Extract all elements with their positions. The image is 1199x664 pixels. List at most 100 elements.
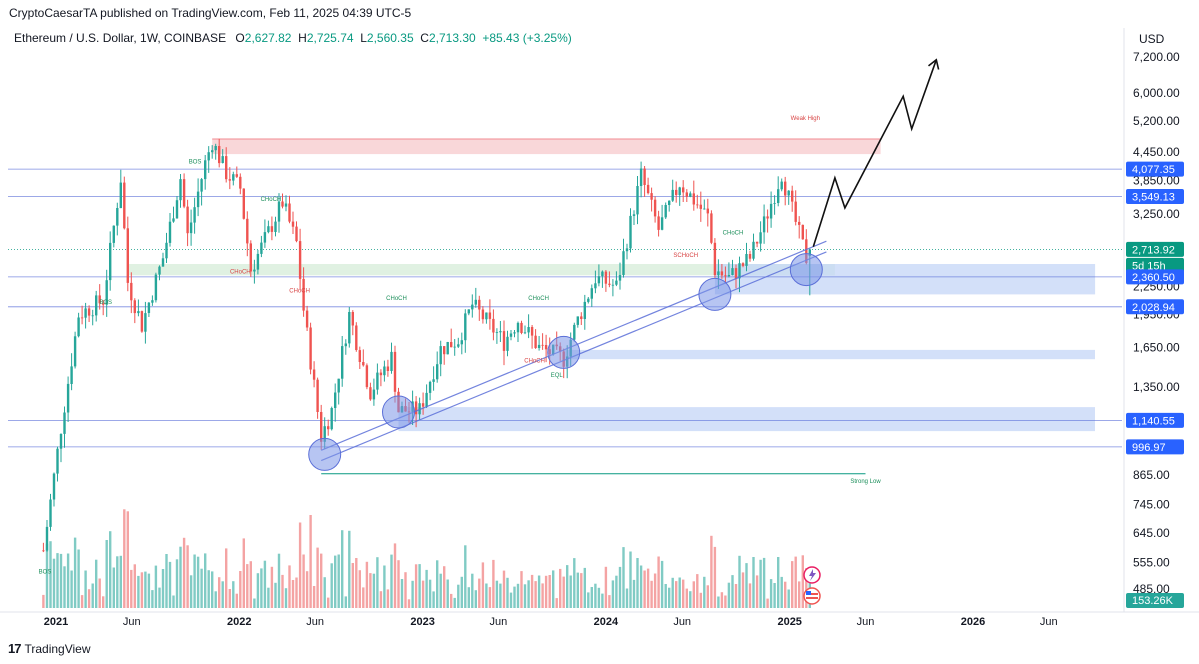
tradingview-logo[interactable]: 17 TradingView bbox=[8, 641, 91, 656]
high-label: H bbox=[298, 31, 307, 45]
candle-body bbox=[105, 280, 108, 305]
structure-label: SCHoCH bbox=[673, 253, 698, 259]
volume-bar bbox=[200, 568, 203, 608]
candle-body bbox=[443, 346, 446, 355]
price-axis[interactable]: 7,200.00 6,000.00 5,200.00 4,450.00 3,850.00… bbox=[1133, 50, 1180, 596]
candle-body bbox=[446, 342, 449, 355]
volume-bar bbox=[400, 579, 404, 608]
volume-bar bbox=[559, 568, 562, 608]
candle-body bbox=[59, 434, 63, 449]
tradingview-logo-icon: 17 bbox=[8, 641, 22, 656]
candle-body bbox=[759, 232, 762, 244]
time-axis[interactable]: 2021 Jun 2022 Jun 2023 Jun 2024 Jun 2025 Jun 2026 J… bbox=[44, 616, 1058, 628]
candle-body bbox=[745, 254, 748, 266]
us-flag-icon[interactable] bbox=[803, 587, 821, 605]
volume-bar bbox=[745, 563, 748, 608]
volume-bar bbox=[344, 596, 347, 608]
price-tag: 1,140.55 bbox=[1126, 412, 1184, 428]
price-tick-label: 865.00 bbox=[1133, 468, 1170, 482]
candle-body bbox=[77, 317, 80, 337]
volume-bar bbox=[752, 557, 755, 608]
candle-body bbox=[428, 381, 432, 393]
volume-bar bbox=[762, 557, 766, 608]
candle-body bbox=[639, 168, 643, 186]
candle-body bbox=[474, 299, 477, 305]
volume-bar bbox=[144, 571, 147, 608]
volume-bar bbox=[509, 592, 513, 608]
volume-bar bbox=[133, 564, 136, 608]
volume-bar bbox=[541, 583, 544, 608]
volume-bar bbox=[393, 543, 397, 608]
time-tick-month: Jun bbox=[673, 616, 691, 628]
flag-stripe bbox=[806, 593, 818, 595]
volume-bar bbox=[601, 593, 604, 608]
volume-bar bbox=[404, 572, 407, 608]
price-tag-bg bbox=[1126, 269, 1184, 285]
volume-bar bbox=[312, 586, 316, 608]
time-tick-month: Jun bbox=[857, 616, 875, 628]
candle-body bbox=[200, 179, 203, 192]
volume-bar bbox=[274, 582, 277, 608]
volume-bar bbox=[207, 570, 210, 608]
candle-body bbox=[172, 218, 175, 222]
candle-body bbox=[372, 389, 376, 400]
volume-bar bbox=[232, 581, 235, 608]
candle-body bbox=[544, 345, 548, 350]
candle-body bbox=[133, 300, 136, 314]
price-tick-label: 555.00 bbox=[1133, 555, 1170, 569]
candle-body bbox=[755, 241, 759, 244]
candle-body bbox=[390, 351, 393, 371]
volume-bar bbox=[182, 537, 186, 608]
volume-bar bbox=[211, 571, 214, 608]
volume-bar bbox=[87, 589, 91, 608]
volume-bar bbox=[460, 576, 463, 608]
volume-bar bbox=[351, 563, 354, 608]
candle-body bbox=[780, 181, 783, 190]
candle-body bbox=[320, 412, 323, 442]
price-tag: 996.97 bbox=[1126, 439, 1184, 455]
volume-bar bbox=[464, 545, 467, 608]
volume-bar bbox=[56, 553, 59, 608]
volume-bar bbox=[330, 563, 333, 608]
candle-body bbox=[671, 189, 674, 201]
open-label: O bbox=[235, 31, 245, 45]
structure-label: CHoCH bbox=[524, 358, 545, 364]
structure-label: CHoCH bbox=[230, 270, 251, 276]
volume-bar bbox=[158, 587, 161, 608]
volume-bar bbox=[337, 554, 340, 608]
price-tag-text: 2,028.94 bbox=[1132, 302, 1175, 314]
candle-body bbox=[348, 312, 351, 344]
volume-bar bbox=[49, 541, 52, 608]
publisher-line: CryptoCaesarTA published on TradingView.… bbox=[9, 6, 412, 20]
volume-bar bbox=[653, 573, 657, 608]
time-tick-year: 2023 bbox=[410, 616, 434, 628]
candle-body bbox=[808, 249, 811, 256]
volume-bar bbox=[126, 511, 129, 608]
volume-bar bbox=[608, 595, 611, 608]
candle-body bbox=[632, 214, 636, 216]
volume-bar bbox=[516, 583, 520, 608]
demand-zone-green bbox=[127, 264, 835, 276]
volume-bar bbox=[534, 581, 537, 608]
candle-body bbox=[734, 268, 738, 279]
candle-body bbox=[464, 313, 467, 341]
candle-body bbox=[341, 346, 344, 379]
candle-body bbox=[784, 181, 787, 196]
candle-body bbox=[144, 313, 147, 332]
volume-bar bbox=[544, 575, 548, 608]
volume-bar bbox=[84, 570, 87, 608]
price-tag-text: 2,360.50 bbox=[1132, 272, 1175, 284]
candle-body bbox=[766, 216, 769, 219]
price-tag-bg bbox=[1126, 439, 1184, 455]
volume-bar bbox=[52, 558, 56, 608]
candle-body bbox=[267, 226, 270, 233]
volume-bar bbox=[116, 556, 119, 608]
candle-body bbox=[207, 152, 210, 161]
candle-body bbox=[179, 179, 182, 201]
volume-bar bbox=[492, 559, 495, 608]
candle-body bbox=[355, 325, 358, 350]
candle-body bbox=[727, 275, 731, 277]
candle-body bbox=[471, 304, 474, 310]
candle-body bbox=[703, 208, 706, 210]
